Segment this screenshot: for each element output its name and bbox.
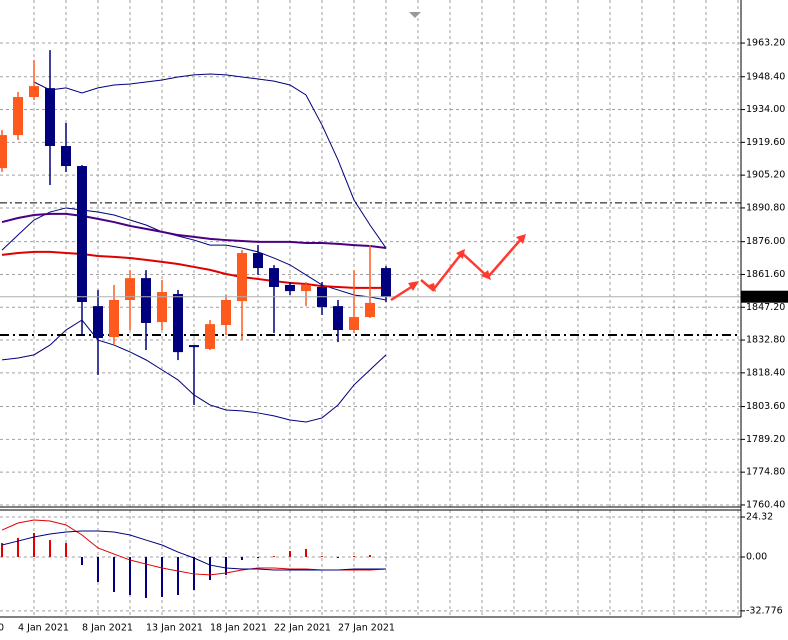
candle-body — [253, 253, 263, 269]
y-tick-label: 1948.40 — [746, 71, 785, 82]
x-tick-label: 18 Jan 2021 — [210, 623, 267, 634]
histogram-bar — [241, 557, 243, 560]
indicator-line — [1, 212, 387, 250]
x-tick-label: 8 Jan 2021 — [82, 623, 133, 634]
histogram-bar — [33, 533, 35, 558]
indicator-line — [1, 530, 386, 571]
last-price-label: 1851.83 — [745, 291, 784, 302]
candle-body — [93, 306, 103, 338]
candle-body — [333, 306, 343, 331]
y-tick-label: 1832.80 — [746, 335, 785, 346]
candle-body — [125, 278, 135, 300]
x-tick-label: 0 — [0, 623, 4, 634]
histogram-bar — [145, 557, 147, 598]
histogram-bar — [225, 557, 227, 575]
last-price-box — [741, 290, 788, 303]
histogram-bar — [337, 557, 339, 558]
y-tick-label: 1760.40 — [746, 499, 785, 510]
y-tick-label: 1861.60 — [746, 269, 785, 280]
y-tick-label: 1890.80 — [746, 202, 785, 213]
histogram-bar — [129, 557, 131, 595]
y-tick-label: 1789.20 — [746, 434, 785, 445]
y-tick-label: 24.32 — [746, 512, 773, 523]
histogram-bar — [17, 537, 19, 558]
histogram-bar — [81, 557, 83, 566]
histogram-bar — [321, 556, 323, 558]
candle-body — [109, 299, 119, 338]
candle-body — [285, 284, 295, 292]
y-tick-label: 1934.00 — [746, 104, 785, 115]
histogram-bar — [97, 557, 99, 582]
histogram-bar — [209, 557, 211, 581]
y-tick-label: 1818.40 — [746, 367, 785, 378]
arrow-head — [516, 234, 526, 244]
histogram-bar — [161, 557, 163, 597]
plot — [0, 50, 741, 598]
histogram-bar — [273, 556, 275, 558]
candle-body — [237, 253, 247, 302]
histogram-bar — [353, 556, 355, 558]
candle-body — [13, 97, 23, 136]
candle-body — [173, 294, 183, 353]
y-tick-label: 1803.60 — [746, 401, 785, 412]
candle-body — [141, 278, 151, 323]
candle-body — [61, 145, 71, 167]
histogram-bar — [289, 551, 291, 558]
arrow-head — [481, 270, 491, 280]
candle-body — [221, 299, 231, 326]
y-tick-label: 0.00 — [746, 552, 767, 563]
x-tick-label: 13 Jan 2021 — [146, 623, 203, 634]
axis-labels: 1963.20 1948.40 1934.00 1919.60 1905.20 1890.… — [0, 38, 788, 634]
y-tick-label: -32.776 — [746, 605, 783, 616]
candle-body — [77, 166, 87, 303]
histogram-bar — [113, 557, 115, 593]
y-tick-label: 1963.20 — [746, 38, 785, 49]
shift-marker — [409, 12, 421, 18]
y-tick-label: 1847.20 — [746, 302, 785, 313]
candle-body — [301, 284, 311, 292]
arrow-head — [426, 283, 436, 292]
histogram-bar — [385, 557, 387, 558]
arrow-head — [408, 281, 419, 291]
candle-body — [381, 268, 391, 297]
histogram-bar — [49, 540, 51, 558]
candle-body — [269, 268, 279, 287]
candle-body — [365, 302, 375, 318]
histogram-bar — [257, 557, 259, 558]
y-tick-label: 1774.80 — [746, 467, 785, 478]
y-tick-label: 1919.60 — [746, 137, 785, 148]
arrow-heads — [408, 234, 526, 292]
candle-body — [157, 291, 167, 323]
histogram-bar — [65, 543, 67, 558]
histogram-bar — [1, 543, 3, 558]
x-tick-label: 4 Jan 2021 — [18, 623, 69, 634]
x-tick-label: 27 Jan 2021 — [338, 623, 395, 634]
histogram-bar — [305, 548, 307, 558]
x-tick-label: 22 Jan 2021 — [274, 623, 331, 634]
indicator-line — [33, 73, 387, 249]
histogram-bar — [177, 557, 179, 595]
candle-body — [0, 135, 7, 169]
y-tick-label: 1905.20 — [746, 170, 785, 181]
y-tick-label: 1876.00 — [746, 236, 785, 247]
candle-body — [29, 86, 39, 98]
candle-body — [189, 345, 199, 348]
histogram-bar — [369, 555, 371, 558]
candle-body — [205, 324, 215, 349]
arrow-head — [456, 249, 465, 259]
candle-body — [349, 317, 359, 331]
candle-body — [45, 88, 55, 146]
